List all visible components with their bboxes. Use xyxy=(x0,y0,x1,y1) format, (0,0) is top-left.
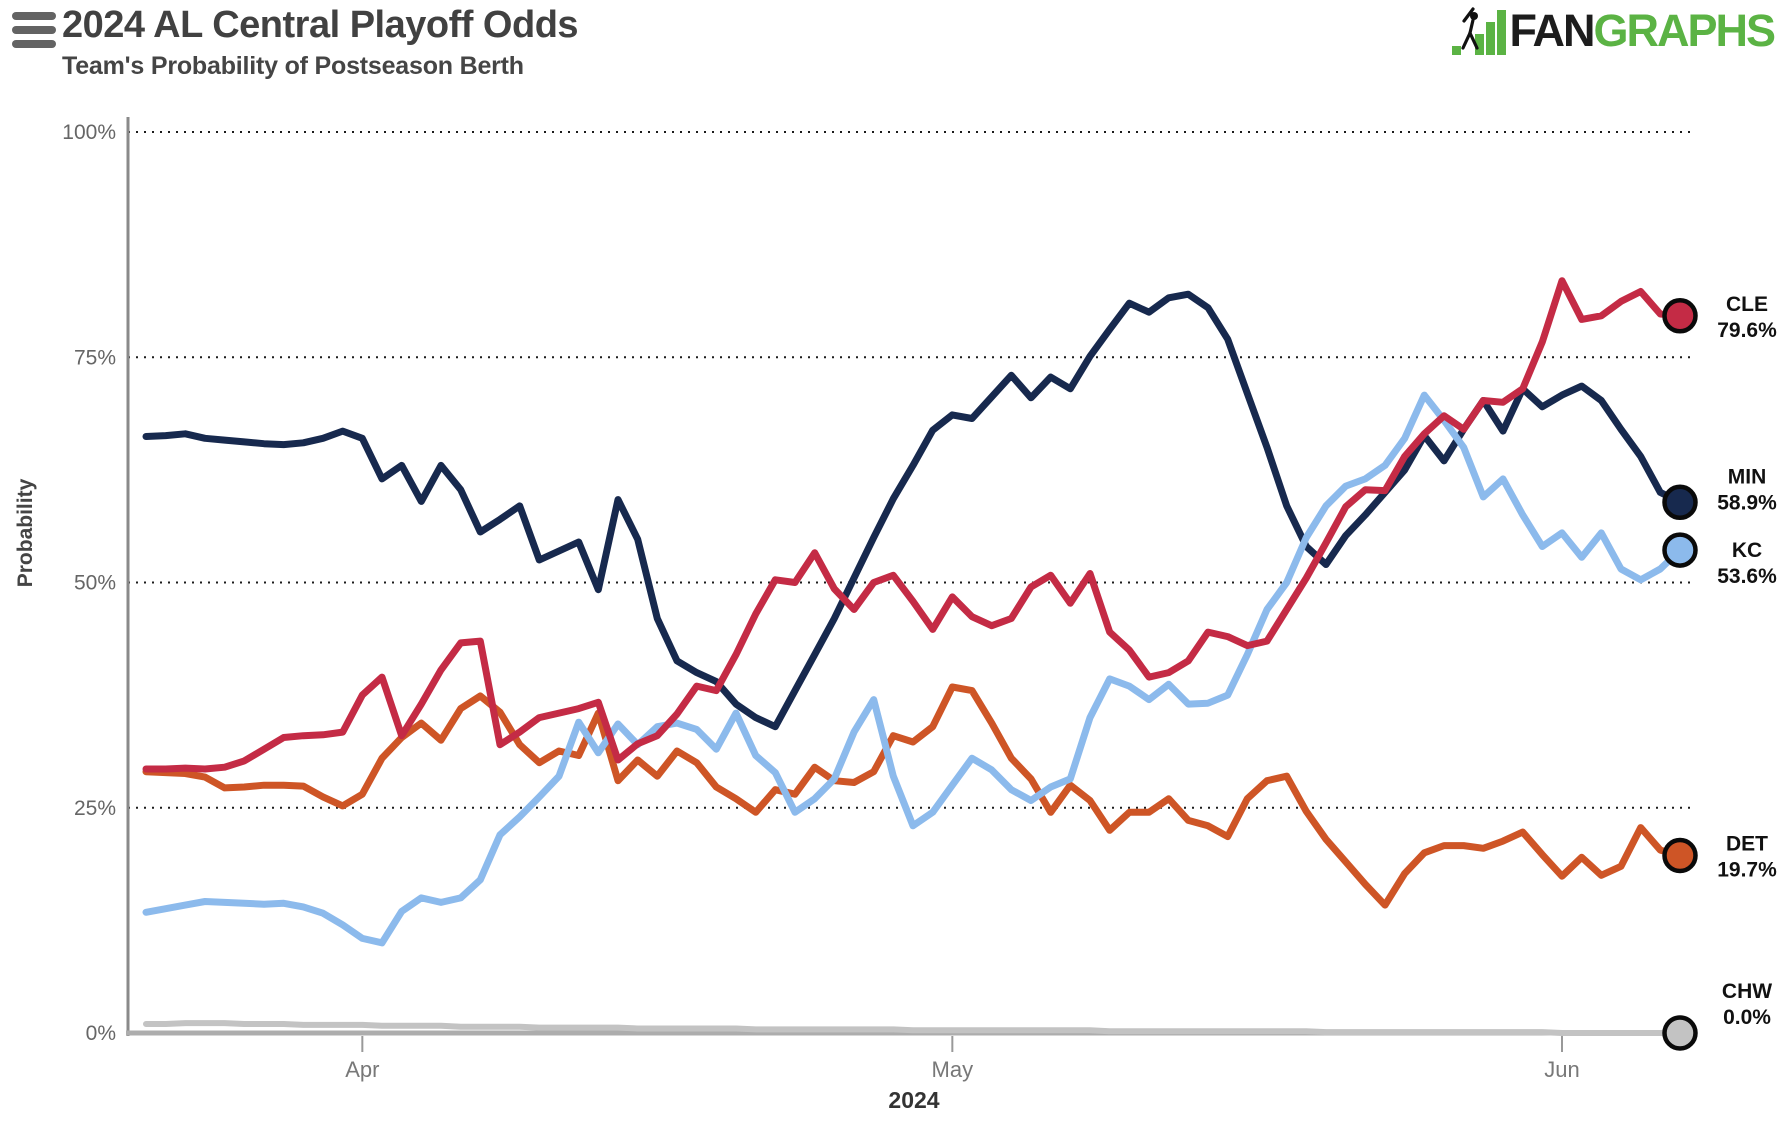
fangraphs-logo: FANGRAPHS xyxy=(1451,4,1776,56)
logo-fan-text: FAN xyxy=(1509,5,1595,56)
series-pct-label-DET: 19.7% xyxy=(1717,859,1777,882)
series-line-CHW xyxy=(143,1020,1683,1036)
series-marker-DET xyxy=(1662,837,1698,874)
series-marker-CHW xyxy=(1662,1015,1698,1051)
probability-axis-label: Probability xyxy=(14,478,37,587)
logo-graphs-text: GRAPHS xyxy=(1593,5,1776,56)
year-label: 2024 xyxy=(888,1087,939,1113)
series-name-label-MIN: MIN xyxy=(1728,465,1767,488)
page-title: 2024 AL Central Playoff Odds xyxy=(62,4,579,46)
hamburger-bar xyxy=(12,26,56,34)
series-name-label-CHW: CHW xyxy=(1722,980,1772,1003)
hamburger-menu-icon[interactable] xyxy=(12,12,56,52)
series-pct-label-CLE: 79.6% xyxy=(1717,319,1777,342)
series-pct-label-MIN: 58.9% xyxy=(1717,491,1777,514)
fangraphs-logo-icon xyxy=(1451,6,1507,56)
fangraphs-logo-text: FANGRAPHS xyxy=(1509,5,1776,56)
series-marker-MIN xyxy=(1662,484,1698,521)
series-marker-KC xyxy=(1662,532,1698,568)
month-label-Apr: Apr xyxy=(345,1057,379,1082)
month-label-Jun: Jun xyxy=(1544,1057,1579,1082)
series-name-label-CLE: CLE xyxy=(1726,293,1768,316)
series-pct-label-CHW: 0.0% xyxy=(1723,1006,1771,1029)
ytick-label-25: 25% xyxy=(74,797,116,820)
ytick-label-75: 75% xyxy=(74,346,116,369)
ytick-label-50: 50% xyxy=(74,572,116,595)
ytick-label-100: 100% xyxy=(62,121,116,144)
series-marker-CLE xyxy=(1662,298,1698,334)
series-line-MIN xyxy=(142,290,1684,731)
series-line-CLE xyxy=(142,277,1684,773)
series-name-label-DET: DET xyxy=(1726,833,1768,856)
page-subtitle: Team's Probability of Postseason Berth xyxy=(62,52,524,80)
series-name-label-KC: KC xyxy=(1732,539,1762,562)
batter-silhouette-icon xyxy=(1461,7,1480,50)
month-label-May: May xyxy=(932,1057,974,1082)
series-line-KC xyxy=(142,391,1684,947)
ytick-label-0: 0% xyxy=(86,1022,116,1045)
hamburger-bar xyxy=(12,40,56,48)
series-pct-label-KC: 53.6% xyxy=(1717,565,1777,588)
series-line-DET xyxy=(142,683,1684,909)
hamburger-bar xyxy=(12,12,56,20)
